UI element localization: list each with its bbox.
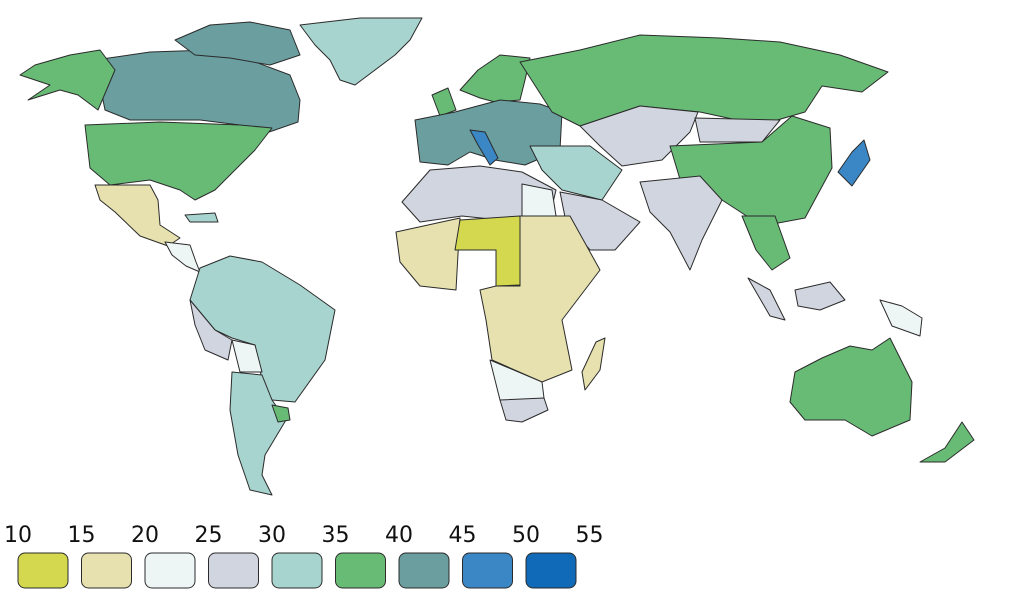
scandinavia <box>459 54 531 103</box>
map-regions <box>19 17 975 496</box>
south-africa <box>499 397 549 423</box>
indonesia-west <box>747 277 786 321</box>
legend-tick-label: 35 <box>322 523 350 548</box>
legend-tick-label: 10 <box>4 523 32 548</box>
legend-tick-label: 50 <box>512 523 540 548</box>
legend-swatch <box>81 552 132 589</box>
legend-tick-label: 20 <box>131 523 159 548</box>
arctic-islands <box>174 21 301 66</box>
legend-swatch <box>271 552 323 589</box>
new-zealand <box>919 421 975 463</box>
bolivia <box>231 339 263 373</box>
mexico <box>94 184 181 247</box>
legend-tick-label: 25 <box>195 523 223 548</box>
legend-tick-label: 15 <box>68 523 96 548</box>
legend: 10 15 20 25 30 35 40 45 50 55 <box>4 523 604 589</box>
legend-tick-label: 55 <box>576 523 604 548</box>
india <box>639 175 723 271</box>
russia <box>519 34 889 127</box>
legend-swatch <box>335 552 386 589</box>
argentina-chile <box>229 371 287 496</box>
caribbean <box>184 212 219 223</box>
japan <box>837 139 871 187</box>
peru-venezuela <box>189 299 233 361</box>
madagascar <box>581 337 606 391</box>
legend-tick-label: 40 <box>385 523 413 548</box>
italy <box>469 129 499 166</box>
greenland <box>299 17 423 86</box>
australia <box>789 337 913 437</box>
legend-tick-label: 30 <box>258 523 286 548</box>
legend-swatch <box>208 552 259 589</box>
southeast-asia <box>741 215 791 271</box>
legend-swatch <box>525 552 577 589</box>
indonesia-east <box>794 281 846 311</box>
sahel-central <box>454 215 521 287</box>
uruguay <box>271 404 291 423</box>
legend-tick-label: 45 <box>449 523 477 548</box>
legend-swatch <box>17 552 69 589</box>
west-africa <box>395 217 461 291</box>
legend-swatch <box>398 552 450 589</box>
alaska <box>19 49 116 111</box>
uk <box>431 87 457 117</box>
central-america <box>164 241 201 273</box>
legend-swatch <box>462 552 513 589</box>
legend-swatch <box>144 552 196 589</box>
papua <box>879 299 923 337</box>
